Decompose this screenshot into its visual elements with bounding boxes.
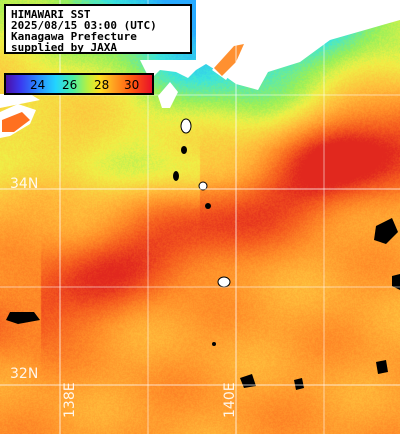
cloud-mask bbox=[294, 378, 304, 390]
colorbar-tick: 26 bbox=[62, 78, 78, 92]
title-credit: supplied by JAXA bbox=[11, 41, 117, 54]
title-datetime: 2025/08/15 03:00 (UTC) bbox=[11, 19, 157, 32]
land-izu-tip bbox=[158, 82, 178, 108]
island-miyake bbox=[205, 203, 211, 209]
island-hachijo bbox=[212, 342, 216, 346]
cloud-mask bbox=[376, 360, 388, 374]
island-toshima bbox=[181, 146, 187, 154]
sst-colorbar: 24 26 28 30 bbox=[4, 73, 154, 95]
land-boso-patch bbox=[214, 44, 244, 76]
title-region: Kanagawa Prefecture bbox=[11, 30, 137, 43]
colorbar-tick: 24 bbox=[30, 78, 46, 92]
colorbar-tick: 30 bbox=[124, 78, 140, 92]
cloud-mask bbox=[240, 374, 256, 388]
lat-label-32n: 32N bbox=[10, 366, 39, 382]
cloud-mask bbox=[374, 218, 398, 244]
island-oshima bbox=[180, 118, 192, 134]
title-product: HIMAWARI SST bbox=[11, 8, 91, 21]
colorbar-tick: 28 bbox=[94, 78, 110, 92]
lon-label-138e: 138E bbox=[62, 382, 78, 418]
island-niijima bbox=[173, 171, 179, 181]
island-kozu bbox=[198, 181, 208, 191]
land-mainland bbox=[140, 0, 400, 90]
island-mikura bbox=[217, 276, 231, 288]
land-left-upper bbox=[0, 94, 40, 108]
cloud-mask bbox=[392, 274, 400, 290]
title-box: HIMAWARI SST 2025/08/15 03:00 (UTC) Kana… bbox=[4, 4, 192, 54]
cloud-mask bbox=[6, 312, 40, 324]
lat-label-34n: 34N bbox=[10, 176, 39, 192]
lon-label-140e: 140E bbox=[222, 382, 238, 418]
land-left-patch bbox=[2, 112, 30, 132]
